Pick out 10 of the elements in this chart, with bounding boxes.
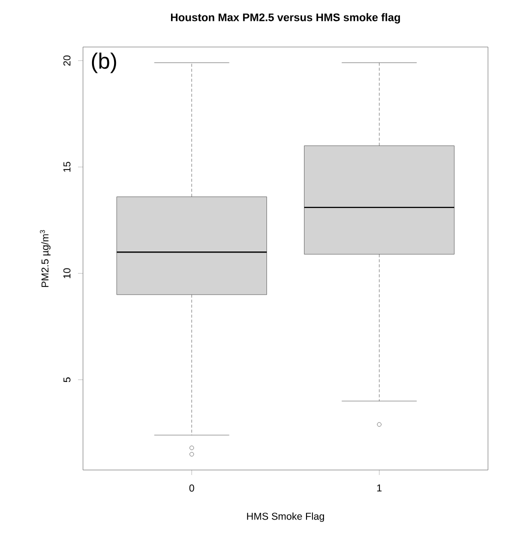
x-axis-title: HMS Smoke Flag: [247, 512, 324, 522]
x-tick-label: 0: [189, 484, 194, 492]
y-tick-label: 15: [63, 162, 70, 172]
y-tick-label: 5: [63, 377, 70, 382]
x-tick-label: 1: [377, 484, 382, 492]
chart-title: Houston Max PM2.5 versus HMS smoke flag: [171, 13, 400, 24]
y-tick-label: 10: [63, 268, 70, 278]
y-axis-title: PM2.5 µg/m$^{3}$: [40, 230, 51, 287]
y-tick-label: 20: [63, 55, 70, 66]
annotation: (b): [92, 52, 116, 74]
